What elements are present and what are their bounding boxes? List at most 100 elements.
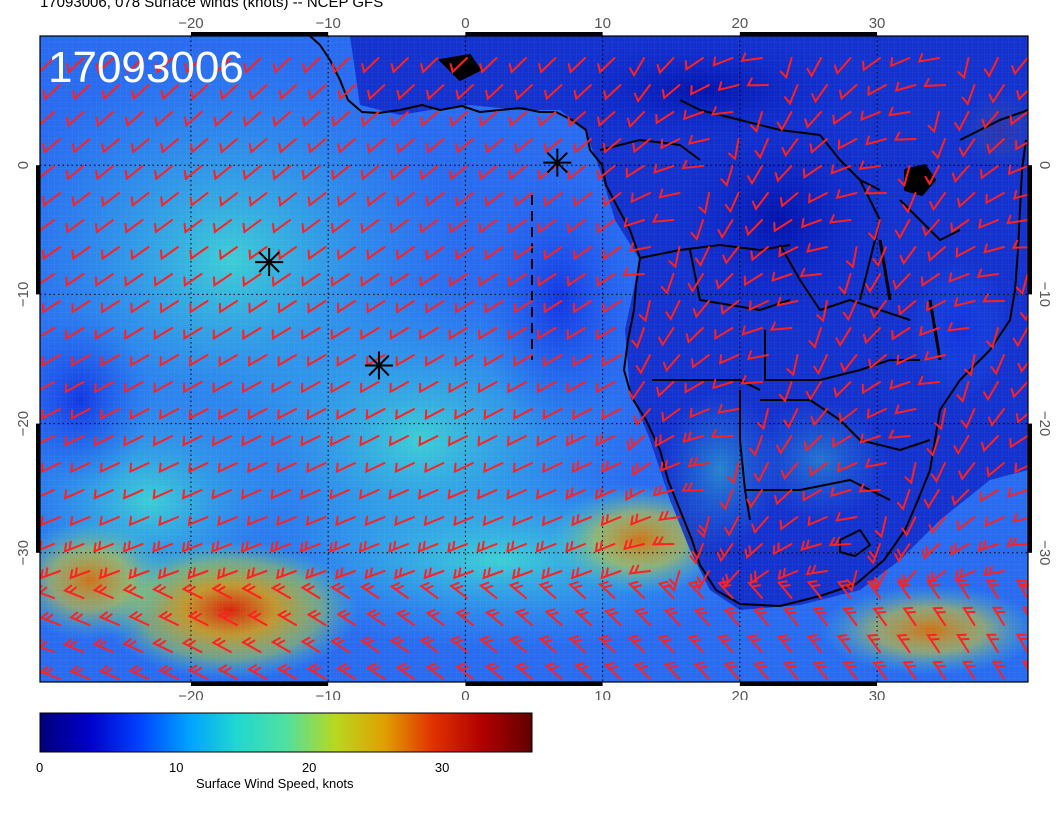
wind-barb — [663, 661, 681, 680]
wind-barb — [69, 515, 91, 527]
wind-barb — [455, 662, 474, 680]
wind-barb — [189, 138, 209, 154]
x-tick-top-0: −20 — [178, 15, 203, 32]
wind-barb — [124, 219, 144, 234]
wind-barb — [901, 516, 917, 538]
wind-barb — [1015, 579, 1028, 599]
wind-barb — [242, 327, 262, 341]
wind-barb — [660, 138, 681, 150]
wind-barb — [1007, 487, 1028, 499]
wind-barb — [537, 327, 557, 341]
x-tick-bottom-5: 30 — [869, 688, 886, 700]
wind-barb — [65, 165, 85, 181]
wind-barb — [538, 57, 557, 74]
wind-barb — [845, 570, 858, 593]
wind-barb — [542, 462, 563, 474]
wind-barb — [181, 540, 203, 553]
wind-barb — [71, 300, 91, 314]
colorbar-bar — [39, 712, 533, 753]
wind-barb — [506, 435, 527, 447]
wind-barb — [240, 637, 262, 653]
wind-barb — [920, 273, 940, 288]
wind-barb — [687, 456, 710, 468]
wind-barb — [955, 568, 976, 581]
wind-barb — [948, 272, 970, 283]
wind-barb — [769, 321, 793, 331]
wind-barb — [507, 327, 527, 341]
wind-barb — [926, 579, 940, 599]
wind-barb — [272, 219, 291, 234]
wind-barb — [246, 664, 268, 680]
wind-barb — [779, 57, 793, 80]
wind-barb — [805, 381, 822, 402]
wind-barb — [630, 192, 651, 204]
wind-barb — [425, 300, 445, 314]
wind-barb — [950, 219, 970, 234]
wind-barb — [661, 84, 681, 100]
wind-barb — [784, 84, 799, 106]
wind-barb — [190, 84, 209, 101]
wind-barb — [94, 327, 114, 341]
wind-barb — [722, 246, 740, 265]
wind-barb — [419, 582, 439, 599]
wind-barb — [727, 138, 740, 161]
wind-barb — [1010, 381, 1028, 399]
wind-barb — [741, 325, 763, 336]
bottom-scale-bar — [465, 682, 603, 686]
wind-barb — [862, 327, 881, 345]
right-scale-bar — [1028, 423, 1032, 553]
wind-barb — [40, 165, 55, 179]
wind-barb — [542, 408, 563, 421]
wind-barb — [684, 57, 704, 72]
wind-barb — [810, 408, 828, 427]
wind-barb — [123, 381, 144, 394]
wind-barb — [69, 567, 91, 580]
wind-barb — [1017, 360, 1028, 374]
wind-barb — [301, 273, 321, 288]
wind-barb — [803, 435, 822, 452]
wind-barb — [541, 515, 563, 527]
wind-barb — [663, 607, 681, 626]
wind-barb — [808, 192, 828, 204]
wind-barb — [924, 350, 946, 361]
wind-barb — [62, 638, 85, 653]
wind-barb — [603, 84, 622, 101]
wind-barb — [833, 381, 852, 399]
wind-barb — [419, 636, 439, 653]
wind-barb — [359, 435, 380, 447]
wind-barb — [160, 246, 179, 261]
wind-barb — [543, 138, 563, 154]
wind-barb — [300, 489, 321, 500]
wind-barb — [1009, 111, 1028, 126]
wind-barb — [219, 192, 238, 208]
map-panel[interactable]: −20 −20 −10 −10 0 0 10 10 20 20 30 30 0 0 −10 −10 −20 −20… — [0, 0, 1056, 705]
wind-barb — [271, 381, 291, 394]
wind-barb — [153, 381, 173, 394]
wind-barb — [306, 663, 327, 680]
wind-barb — [602, 354, 622, 367]
wind-barb — [71, 192, 91, 208]
wind-barb — [306, 462, 327, 474]
wind-barb — [776, 435, 793, 455]
wind-barb — [1015, 633, 1028, 653]
wind-barb — [217, 462, 238, 474]
wind-barb — [746, 77, 769, 87]
wind-barb — [336, 300, 356, 314]
wind-barb — [926, 633, 940, 653]
wind-barb — [64, 489, 85, 500]
wind-barb — [420, 57, 439, 74]
wind-barb — [130, 300, 150, 314]
wind-barb — [242, 219, 262, 234]
wind-barb — [270, 489, 291, 500]
wind-barb — [714, 327, 734, 341]
wind-barb — [248, 138, 268, 154]
wind-barb — [806, 242, 828, 253]
wind-barb — [158, 462, 179, 474]
wind-barb — [596, 273, 616, 288]
wind-barb — [41, 408, 61, 421]
wind-barb — [396, 84, 415, 101]
wind-barb — [574, 662, 592, 680]
wind-barb — [69, 611, 91, 626]
wind-barb — [806, 580, 822, 599]
wind-barb — [956, 381, 970, 404]
